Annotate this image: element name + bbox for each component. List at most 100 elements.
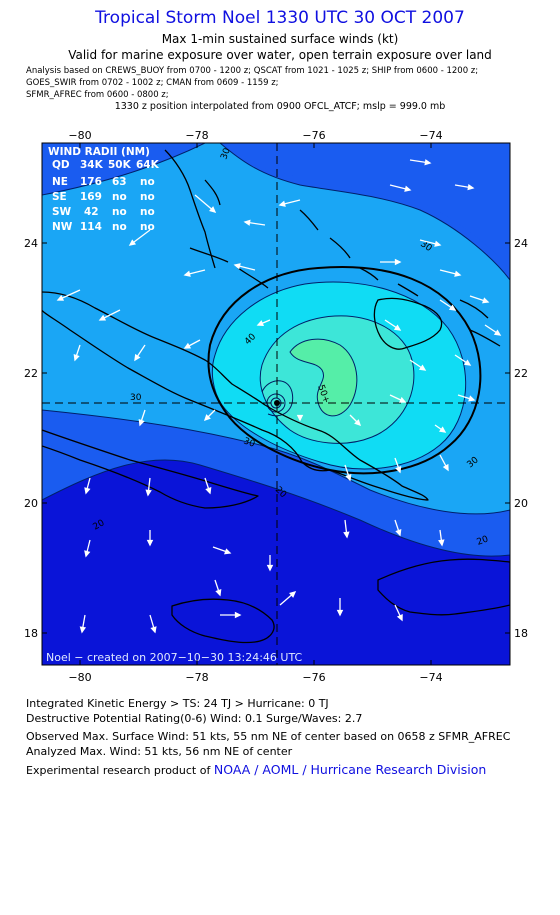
wind-radii-title: WIND RADII (NM) bbox=[48, 146, 150, 158]
lon-label-bottom-76: −76 bbox=[302, 671, 325, 684]
product-credit: Experimental research product of NOAA / … bbox=[26, 762, 486, 777]
coastline-hispaniola bbox=[377, 558, 510, 616]
analysis-sources-line2: GOES_SWIR from 0702 - 1002 z; CMAN from … bbox=[26, 78, 279, 88]
wind-vector-head bbox=[438, 426, 447, 433]
wind-radii-sw-64k: no bbox=[140, 206, 155, 218]
lon-label-bottom-74: −74 bbox=[419, 671, 442, 684]
wind-vector-head bbox=[395, 466, 402, 474]
wind-vector-head bbox=[434, 240, 442, 247]
wind-vector-head bbox=[183, 270, 191, 277]
wind-vector-head bbox=[150, 626, 157, 634]
contour-30-north bbox=[219, 143, 510, 281]
wind-vector-head bbox=[266, 564, 274, 572]
wind-radii-ne-64k: no bbox=[140, 176, 155, 188]
lat-label-right-18: 18 bbox=[514, 627, 528, 640]
contour-label-30-a: 30 bbox=[219, 147, 232, 161]
axis-ticks bbox=[42, 143, 510, 665]
wind-vector-head bbox=[424, 159, 432, 166]
wind-vector-head bbox=[234, 611, 242, 619]
contour-20-south bbox=[42, 459, 510, 557]
wind-vector-head bbox=[243, 219, 251, 226]
wind-vector-head bbox=[442, 463, 449, 472]
wind-vector-head bbox=[354, 419, 362, 427]
analysis-sources-line3: SFMR_AFREC from 0600 - 0800 z; bbox=[26, 90, 169, 100]
wind-radii-header-64k: 64K bbox=[136, 159, 160, 171]
lon-label-top-74: −74 bbox=[419, 129, 442, 142]
wind-vectors bbox=[56, 159, 502, 634]
wind-vector-head bbox=[463, 359, 472, 366]
wind-vector-head bbox=[205, 487, 212, 495]
position-note: 1330 z position interpolated from 0900 O… bbox=[114, 101, 446, 112]
lat-label-left-22: 22 bbox=[24, 367, 38, 380]
wind-vector-head bbox=[98, 314, 107, 321]
band-20-30kt-nw bbox=[42, 143, 205, 195]
lat-label-left-18: 18 bbox=[24, 627, 38, 640]
wind-vector-head bbox=[134, 353, 141, 362]
wind-vector-head bbox=[398, 396, 407, 403]
wind-vector-head bbox=[56, 294, 65, 301]
lat-label-left-24: 24 bbox=[24, 237, 38, 250]
lon-label-top-78: −78 bbox=[185, 129, 208, 142]
wind-vector-head bbox=[145, 489, 152, 497]
contour-40 bbox=[211, 281, 467, 470]
wind-radii-sw-50k: no bbox=[112, 206, 127, 218]
wind-radii-ne-50k: 63 bbox=[112, 176, 127, 188]
wind-vector-head bbox=[256, 320, 265, 327]
wind-radii-nw-64k: no bbox=[140, 221, 155, 233]
lon-label-top-76: −76 bbox=[302, 129, 325, 142]
wind-radii-header-qd: QD bbox=[52, 159, 70, 171]
wind-vector-head bbox=[418, 364, 427, 371]
wind-vector-head bbox=[396, 613, 403, 622]
wind-vector-head bbox=[146, 539, 154, 547]
contour-label-30-d: 30 bbox=[242, 436, 256, 449]
wind-radii-header-50k: 50K bbox=[108, 159, 132, 171]
wind-vector-head bbox=[203, 414, 211, 422]
wind-vector-head bbox=[404, 185, 412, 192]
coastline-bahamas-andros bbox=[164, 149, 269, 289]
coastline-inagua bbox=[373, 297, 443, 350]
lat-label-right-22: 22 bbox=[514, 367, 528, 380]
wind-vector-head bbox=[183, 342, 192, 349]
contour-label-30-e: 30 bbox=[130, 393, 142, 403]
wind-radii-sw-quadrant: SW bbox=[52, 206, 72, 218]
wind-vector-head bbox=[395, 529, 402, 537]
wind-vector-head bbox=[128, 239, 137, 246]
coastline-jamaica bbox=[171, 598, 275, 644]
map-frame bbox=[41, 142, 511, 666]
wind-vector-head bbox=[482, 297, 490, 304]
center-ring-3 bbox=[261, 380, 294, 417]
wind-radii-ne-quadrant: NE bbox=[52, 176, 68, 188]
lat-label-right-24: 24 bbox=[514, 237, 528, 250]
wind-vector-head bbox=[215, 589, 222, 597]
wind-vector-head bbox=[209, 206, 217, 213]
lon-label-top-80: −80 bbox=[68, 129, 91, 142]
radius-34kt-outline bbox=[207, 266, 482, 475]
map-title: Tropical Storm Noel 1330 UTC 30 OCT 2007 bbox=[95, 8, 465, 28]
wind-radii-header-34k: 34K bbox=[80, 159, 104, 171]
wind-vector-head bbox=[224, 548, 232, 555]
wind-radii-se-50k: no bbox=[112, 191, 127, 203]
dpr-line: Destructive Potential Rating(0-6) Wind: … bbox=[26, 712, 363, 725]
hrd-link[interactable]: NOAA / AOML / Hurricane Research Divisio… bbox=[213, 762, 487, 777]
map-subtitle: Max 1-min sustained surface winds (kt) bbox=[161, 32, 399, 46]
coastline-turks-caicos bbox=[459, 299, 501, 347]
wind-vector-head bbox=[438, 539, 445, 547]
wind-radii-se-34k: 169 bbox=[80, 191, 102, 203]
wind-vector-head bbox=[345, 474, 352, 482]
ike-line: Integrated Kinetic Energy > TS: 24 TJ > … bbox=[26, 697, 329, 710]
contour-label-20-c: 20 bbox=[476, 534, 490, 547]
map-credit: Noel − created on 2007−10−30 13:24:46 UT… bbox=[46, 651, 303, 664]
wind-vector-head bbox=[296, 414, 304, 422]
wind-vector-head bbox=[233, 263, 241, 270]
wind-vector-head bbox=[278, 200, 286, 207]
contour-45 bbox=[259, 315, 415, 444]
wind-vector-head bbox=[394, 258, 402, 266]
wind-vector-head bbox=[468, 395, 476, 402]
wind-vector-head bbox=[84, 487, 91, 495]
exposure-note: Valid for marine exposure over water, op… bbox=[68, 48, 492, 62]
coastline-bahamas-chain bbox=[299, 209, 419, 297]
wind-vector-head bbox=[343, 531, 350, 539]
wind-vector-head bbox=[467, 183, 475, 191]
wind-radii-nw-quadrant: NW bbox=[52, 221, 73, 233]
lat-label-left-20: 20 bbox=[24, 497, 38, 510]
